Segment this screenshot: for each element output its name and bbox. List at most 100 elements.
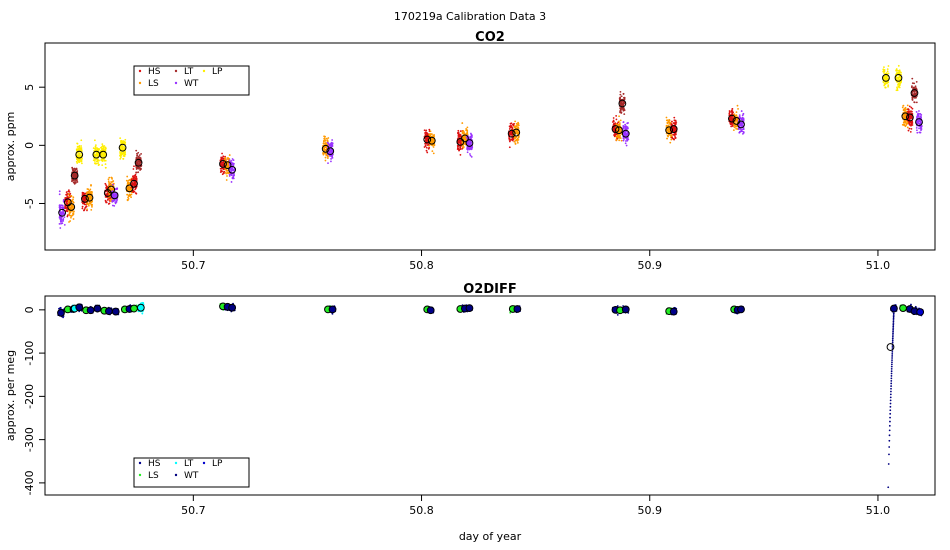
- data-point: [221, 156, 224, 159]
- data-point: [510, 122, 513, 125]
- data-point: [622, 96, 625, 99]
- data-point: [427, 147, 430, 150]
- drift-point: [890, 375, 893, 377]
- data-point: [58, 193, 61, 196]
- data-point: [513, 137, 516, 140]
- data-point: [328, 143, 330, 146]
- data-point: [459, 130, 462, 133]
- data-point: [107, 178, 110, 181]
- data-point: [65, 206, 68, 209]
- data-point: [62, 218, 65, 220]
- data-point: [231, 177, 234, 180]
- data-point: [102, 145, 105, 148]
- data-point: [461, 132, 464, 135]
- data-point: [329, 149, 332, 152]
- data-point: [89, 188, 92, 191]
- data-point: [431, 150, 434, 153]
- data-point: [128, 195, 130, 198]
- data-point: [230, 181, 233, 183]
- data-point: [741, 128, 744, 131]
- data-point: [323, 137, 326, 140]
- data-point: [328, 144, 331, 147]
- data-point: [107, 180, 110, 183]
- data-point: [127, 186, 129, 189]
- data-point: [884, 86, 887, 89]
- y-axis-label: approx. per meg: [4, 350, 17, 441]
- data-point: [224, 171, 227, 174]
- data-point: [70, 206, 73, 208]
- data-point: [122, 152, 125, 155]
- drift-point: [889, 409, 892, 412]
- data-point: [620, 103, 623, 106]
- data-point: [465, 129, 468, 132]
- data-point: [911, 107, 914, 110]
- data-point: [221, 170, 223, 173]
- data-point: [740, 128, 742, 131]
- panel-title: CO2: [475, 30, 505, 45]
- data-point: [618, 115, 620, 118]
- data-point: [517, 136, 520, 138]
- data-point: [72, 201, 75, 204]
- data-point: [618, 120, 620, 123]
- data-point: [133, 181, 136, 183]
- data-point: [738, 130, 741, 133]
- data-point: [511, 139, 514, 142]
- data-point: [463, 131, 465, 134]
- data-point: [426, 151, 429, 154]
- data-point: [324, 135, 326, 138]
- data-point: [433, 134, 435, 136]
- data-point: [71, 214, 74, 217]
- data-point: [428, 144, 430, 147]
- data-point: [459, 154, 462, 156]
- legend-marker: [138, 69, 142, 73]
- data-point: [461, 130, 464, 133]
- mean-marker: [460, 134, 469, 143]
- data-point: [463, 136, 466, 139]
- data-point: [100, 148, 103, 151]
- data-point: [135, 168, 138, 170]
- data-point: [127, 179, 130, 182]
- data-point: [120, 141, 122, 144]
- data-point: [914, 85, 917, 88]
- data-point: [326, 157, 329, 159]
- data-point: [511, 123, 514, 126]
- data-point: [622, 102, 625, 105]
- data-point: [135, 166, 138, 169]
- data-point: [883, 66, 885, 69]
- data-point: [622, 107, 625, 110]
- data-point: [323, 149, 326, 152]
- data-point: [672, 138, 675, 140]
- data-point: [130, 193, 133, 196]
- data-point: [623, 113, 626, 115]
- data-point: [509, 139, 512, 141]
- data-point: [618, 123, 621, 126]
- data-point: [670, 138, 673, 141]
- data-point: [136, 161, 139, 163]
- data-point: [330, 158, 332, 160]
- data-point: [127, 197, 130, 200]
- mean-marker: [228, 165, 237, 174]
- x-tick-label: 50.8: [409, 504, 434, 517]
- drift-point: [892, 322, 895, 325]
- data-point: [742, 118, 745, 121]
- data-point: [903, 113, 906, 116]
- data-point: [465, 128, 468, 130]
- data-point: [728, 118, 731, 121]
- data-point: [672, 133, 675, 136]
- data-point: [622, 108, 625, 111]
- drift-point: [892, 312, 895, 315]
- data-point: [80, 152, 82, 155]
- drift-point: [891, 355, 894, 357]
- data-point: [911, 122, 914, 124]
- data-point: [508, 128, 511, 130]
- data-point: [104, 166, 107, 169]
- data-point: [620, 139, 623, 142]
- data-point: [72, 198, 74, 201]
- mean-marker: [223, 161, 232, 170]
- x-tick-label: 50.9: [637, 259, 662, 272]
- data-point: [91, 200, 93, 203]
- data-point: [132, 189, 135, 192]
- data-point: [72, 196, 75, 199]
- data-point: [425, 138, 428, 141]
